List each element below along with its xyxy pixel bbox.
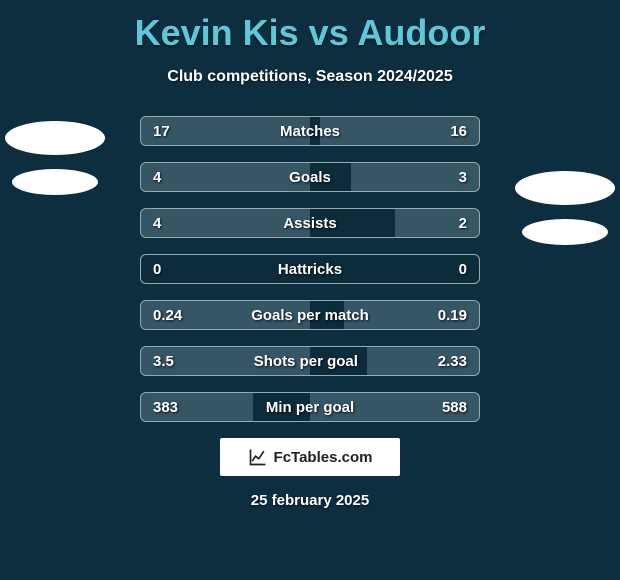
stat-label: Goals per match [182,307,438,324]
stat-value-right: 16 [450,123,467,140]
source-logo: FcTables.com [220,438,400,476]
stat-value-right: 2.33 [438,353,467,370]
stat-value-right: 2 [459,215,467,232]
comparison-date: 25 february 2025 [0,492,620,509]
stat-row: 17Matches16 [140,116,480,146]
stat-row: 3.5Shots per goal2.33 [140,346,480,376]
stat-label: Min per goal [178,399,442,416]
stat-value-right: 588 [442,399,467,416]
stat-value-left: 3.5 [153,353,174,370]
stat-label: Hattricks [161,261,458,278]
stat-value-left: 383 [153,399,178,416]
stat-row: 4Assists2 [140,208,480,238]
stat-label: Assists [161,215,458,232]
stats-container: 17Matches164Goals34Assists20Hattricks00.… [140,116,480,422]
stat-value-left: 17 [153,123,170,140]
stat-label: Shots per goal [174,353,438,370]
stat-row: 0Hattricks0 [140,254,480,284]
source-logo-text: FcTables.com [274,449,373,466]
chart-icon [248,447,268,467]
player-silhouette-left [0,105,110,255]
player-silhouette-right [510,155,620,305]
stat-label: Goals [161,169,458,186]
stat-row: 4Goals3 [140,162,480,192]
stat-row: 383Min per goal588 [140,392,480,422]
comparison-title: Kevin Kis vs Audoor [0,0,620,54]
stat-value-left: 4 [153,215,161,232]
stat-value-left: 0.24 [153,307,182,324]
stat-value-left: 4 [153,169,161,186]
stat-value-left: 0 [153,261,161,278]
comparison-subtitle: Club competitions, Season 2024/2025 [0,68,620,86]
stat-row: 0.24Goals per match0.19 [140,300,480,330]
stat-label: Matches [170,123,451,140]
stat-value-right: 3 [459,169,467,186]
stat-value-right: 0.19 [438,307,467,324]
stat-value-right: 0 [459,261,467,278]
